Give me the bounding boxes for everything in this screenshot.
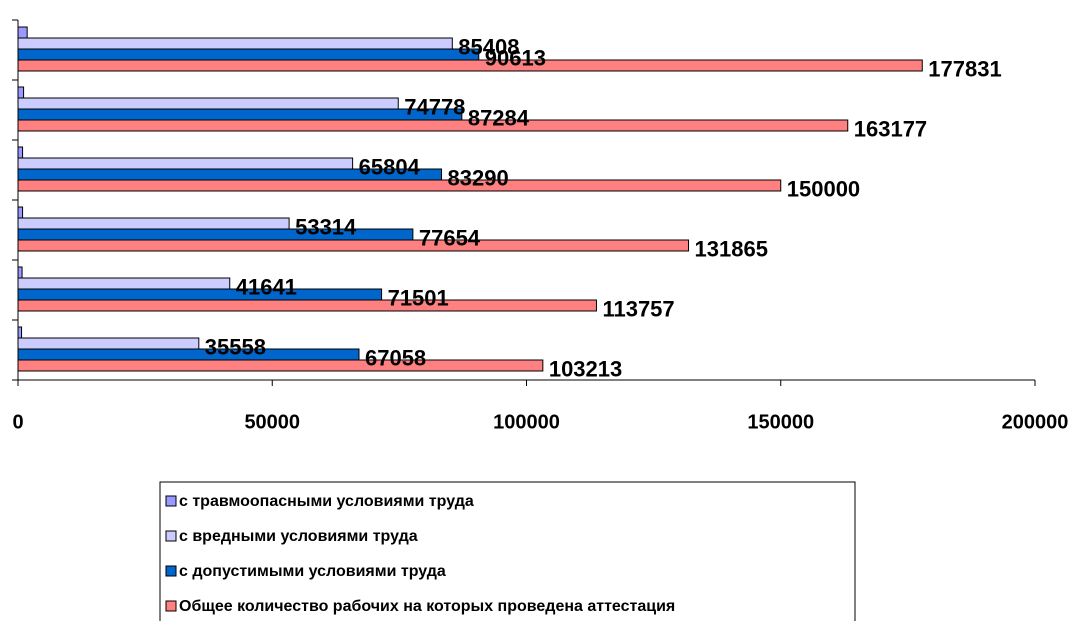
bar — [17, 179, 782, 192]
bar — [17, 146, 24, 159]
bar — [17, 239, 690, 252]
x-tick-label: 100000 — [493, 411, 560, 433]
bar — [17, 217, 290, 230]
data-label: 83290 — [448, 165, 509, 190]
legend-label: с травмоопасными условиями труда — [179, 493, 474, 510]
data-label: 103213 — [549, 356, 622, 381]
bar — [17, 108, 463, 121]
bar — [17, 277, 231, 290]
bar — [17, 288, 383, 301]
x-tick-label: 50000 — [244, 411, 300, 433]
legend-swatch — [165, 530, 177, 542]
bar — [17, 299, 597, 312]
bar — [17, 119, 849, 132]
bar — [17, 26, 28, 39]
data-label: 131865 — [695, 236, 768, 261]
bar — [17, 206, 24, 219]
legend-swatch — [165, 600, 177, 612]
bar — [17, 359, 544, 372]
x-tick-label: 150000 — [747, 411, 814, 433]
data-label: 77654 — [419, 225, 481, 250]
x-tick-label: 200000 — [1002, 411, 1069, 433]
data-label: 67058 — [365, 345, 426, 370]
data-label: 177831 — [928, 56, 1001, 81]
data-label: 71501 — [388, 285, 449, 310]
data-label: 41641 — [236, 274, 297, 299]
legend-swatch — [165, 495, 177, 507]
data-label: 87284 — [468, 105, 530, 130]
data-label: 65804 — [359, 154, 421, 179]
data-label: 85408 — [458, 34, 519, 59]
legend-box — [159, 481, 856, 621]
bar — [17, 157, 354, 170]
data-label: 74778 — [404, 94, 465, 119]
data-label: 113757 — [602, 296, 674, 321]
data-label: 150000 — [787, 176, 860, 201]
bar — [17, 348, 360, 361]
legend-label: Общее количество рабочих на которых пров… — [179, 598, 675, 615]
legend-label: с допустимыми условиями труда — [179, 563, 446, 580]
bar — [17, 266, 23, 279]
bar — [17, 48, 480, 61]
bar — [17, 86, 25, 99]
x-tick-label: 0 — [12, 411, 23, 433]
bar — [17, 326, 23, 339]
bar — [17, 337, 200, 350]
legend-label: с вредными условиями труда — [179, 528, 418, 545]
data-label: 163177 — [854, 116, 927, 141]
data-label: 35558 — [205, 334, 266, 359]
data-label: 90613 — [485, 45, 546, 70]
legend-swatch — [165, 565, 177, 577]
bar — [17, 97, 399, 110]
data-label: 53314 — [295, 214, 357, 239]
bar — [17, 59, 923, 72]
bar — [17, 37, 453, 50]
